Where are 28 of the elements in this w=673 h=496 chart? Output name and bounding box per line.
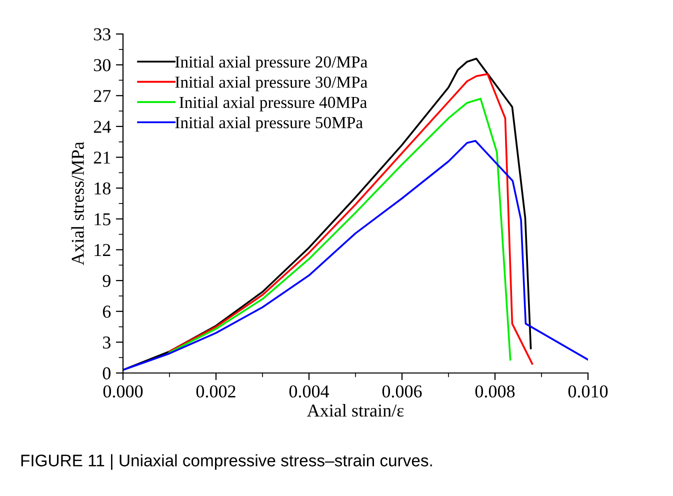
- caption: FIGURE 11 | Uniaxial compressive stress–strain curves.: [21, 454, 432, 470]
- y-tick-label: 9: [102, 274, 110, 287]
- y-tick-label: 12: [94, 244, 110, 256]
- x-tick-label: 0.000: [103, 385, 143, 398]
- x-tick-label: 0.010: [568, 385, 608, 398]
- y-tick-label: 27: [94, 90, 111, 102]
- legend-label: Initial axial pressure 40MPa: [179, 96, 367, 112]
- line-series: [168, 73, 534, 365]
- line-series: [168, 98, 512, 361]
- y-tick-label: 33: [94, 28, 110, 40]
- legend-label: Initial axial pressure 50MPa: [175, 116, 363, 132]
- legend-label: Initial axial pressure 20/MPa: [175, 56, 368, 71]
- x-tick-label: 0.008: [475, 385, 515, 398]
- legend-label: Initial axial pressure 30/MPa: [175, 76, 368, 92]
- x-tick-label: 0.004: [289, 385, 330, 398]
- line-series: [123, 140, 588, 371]
- y-tick-label: 30: [94, 59, 111, 72]
- y-tick-label: 15: [94, 213, 110, 226]
- y-tick-label: 3: [103, 336, 110, 349]
- y-tick-label: 0: [102, 367, 111, 380]
- y-axis-title: Axial stress/MPa: [71, 142, 84, 266]
- x-axis-title: Axial strain/ε: [307, 404, 404, 417]
- x-tick-label: 0.002: [196, 385, 236, 398]
- x-tick-label: 0.006: [382, 385, 422, 398]
- y-tick-label: 24: [94, 120, 111, 133]
- y-tick-label: 6: [102, 306, 111, 318]
- y-tick-label: 21: [94, 152, 110, 164]
- y-tick-label: 18: [94, 182, 111, 195]
